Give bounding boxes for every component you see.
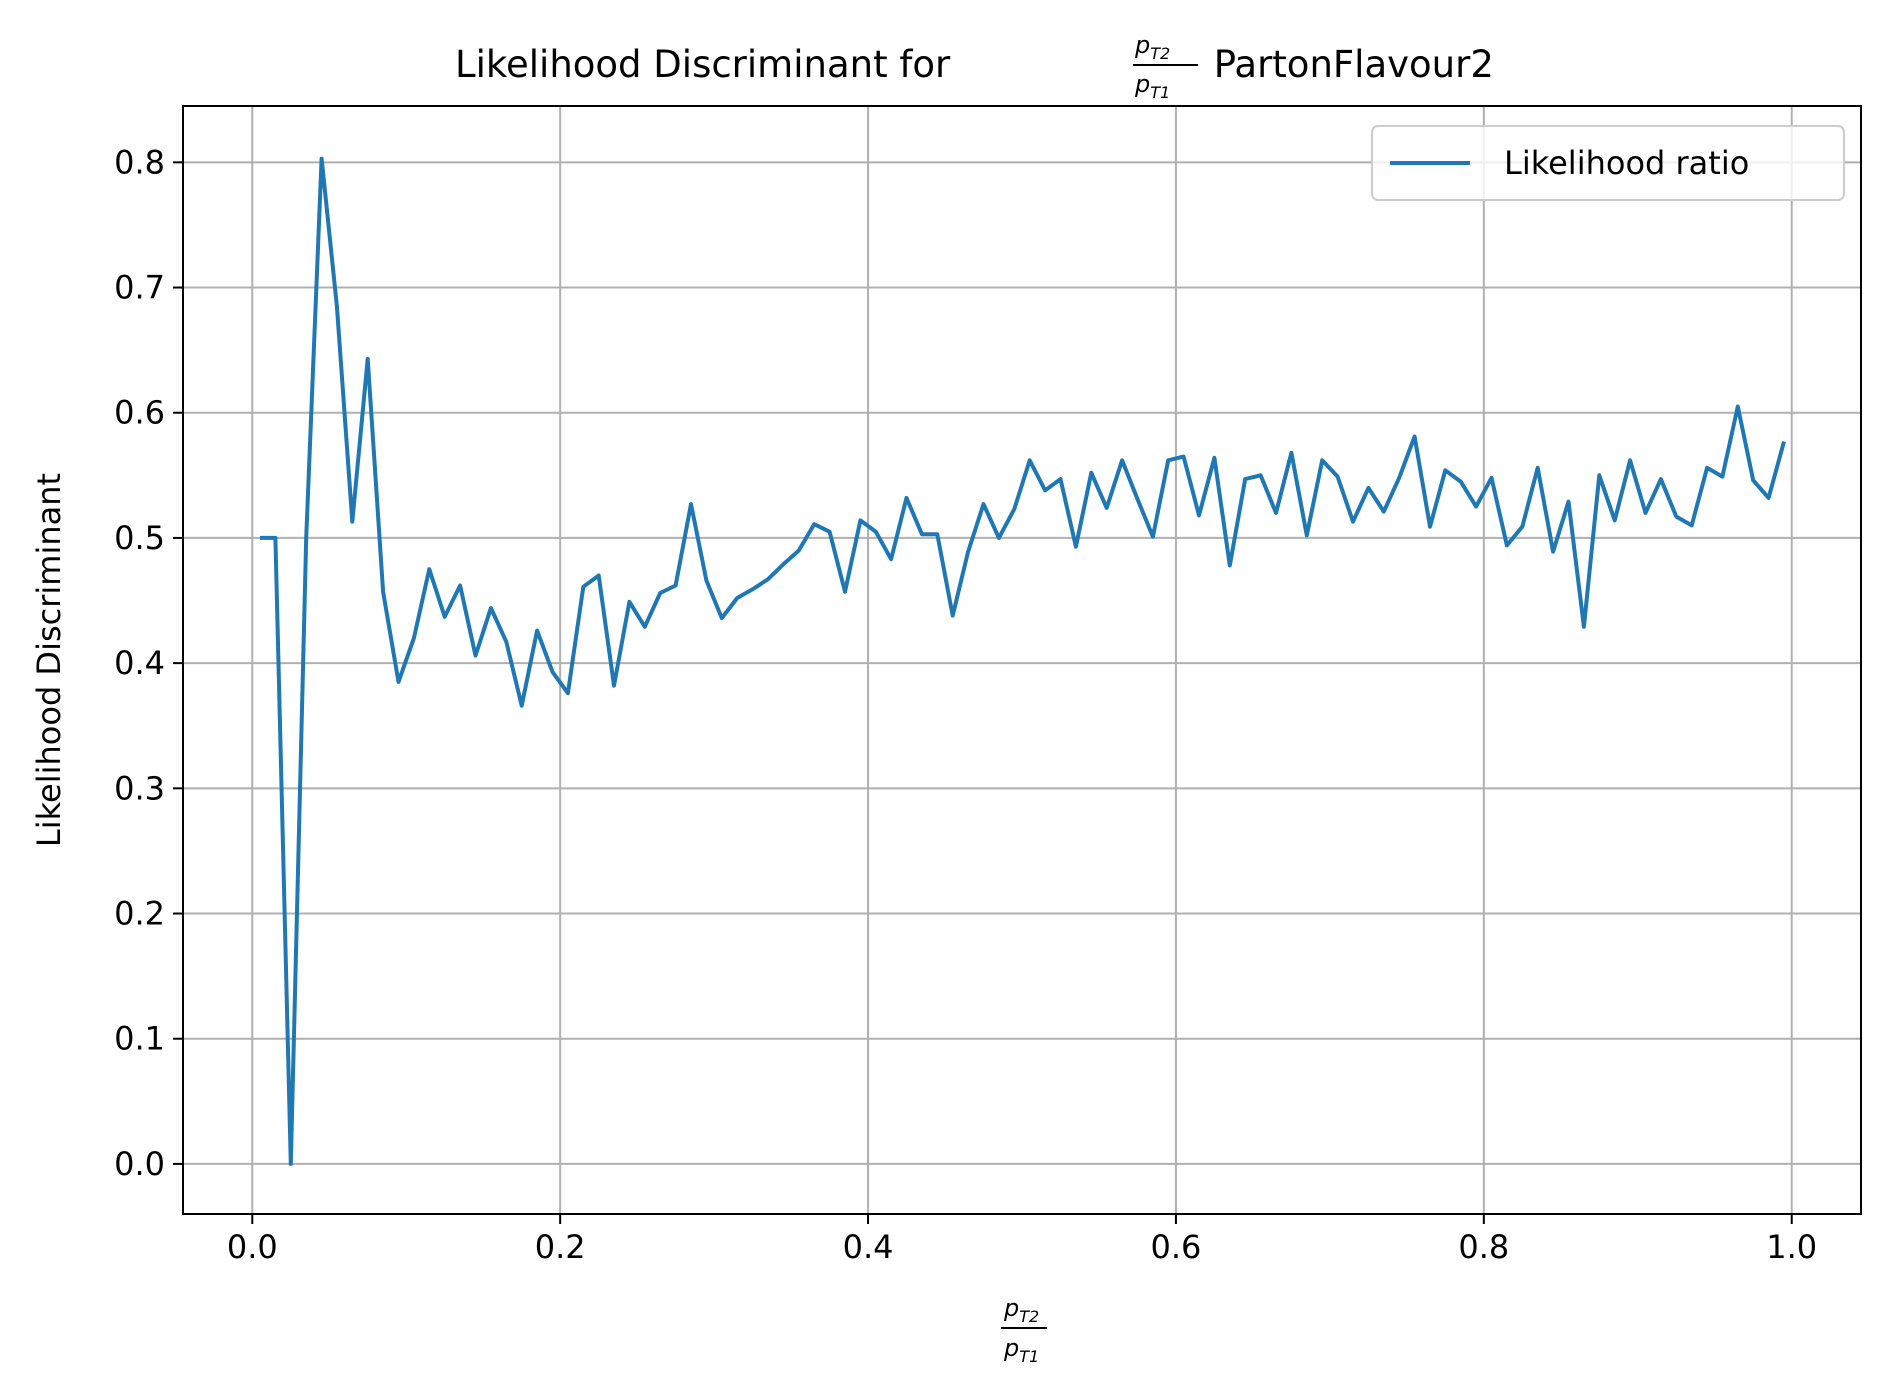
series-group	[260, 156, 1786, 1166]
chart-title-frac-den: pT1	[1134, 70, 1170, 102]
y-tick-label: 0.8	[114, 143, 165, 181]
x-tick-label: 0.2	[535, 1228, 586, 1266]
y-tick-label: 0.4	[114, 644, 165, 682]
y-axis-label: Likelihood Discriminant	[30, 473, 68, 847]
chart-title: Likelihood Discriminant for pT2 pT1 Part…	[455, 31, 1494, 102]
plot-frame	[182, 105, 1862, 1215]
chart-title-frac-num: pT2	[1134, 31, 1170, 63]
x-axis-ticks: 0.0 0.2 0.4 0.6 0.8 1.0	[227, 1214, 1817, 1266]
y-tick-label: 0.3	[114, 769, 165, 807]
y-tick-label: 0.6	[114, 394, 165, 432]
x-tick-label: 0.0	[227, 1228, 278, 1266]
legend-box	[1371, 125, 1845, 201]
x-axis-label-num: pT2	[1003, 1294, 1039, 1326]
y-axis-ticks: 0.0 0.1 0.2 0.3 0.4 0.5 0.6 0.7 0.8	[114, 143, 183, 1183]
x-tick-label: 0.6	[1150, 1228, 1201, 1266]
y-tick-label: 0.2	[114, 895, 165, 933]
x-tick-label: 0.8	[1458, 1228, 1509, 1266]
grid	[183, 106, 1861, 1214]
chart-title-suffix: PartonFlavour2	[1202, 43, 1494, 86]
chart-title-prefix: Likelihood Discriminant for	[455, 43, 962, 86]
y-tick-label: 0.7	[114, 269, 165, 307]
y-tick-label: 0.0	[114, 1145, 165, 1183]
y-tick-label: 0.1	[114, 1020, 165, 1058]
x-tick-label: 0.4	[843, 1228, 894, 1266]
legend-label: Likelihood ratio	[1504, 144, 1749, 182]
x-axis-label: pT2 pT1	[1001, 1294, 1047, 1366]
x-tick-label: 1.0	[1766, 1228, 1817, 1266]
series-line-likelihood-ratio	[260, 156, 1786, 1166]
y-tick-label: 0.5	[114, 519, 165, 557]
legend: Likelihood ratio	[1371, 125, 1845, 201]
x-axis-label-den: pT1	[1003, 1334, 1039, 1366]
